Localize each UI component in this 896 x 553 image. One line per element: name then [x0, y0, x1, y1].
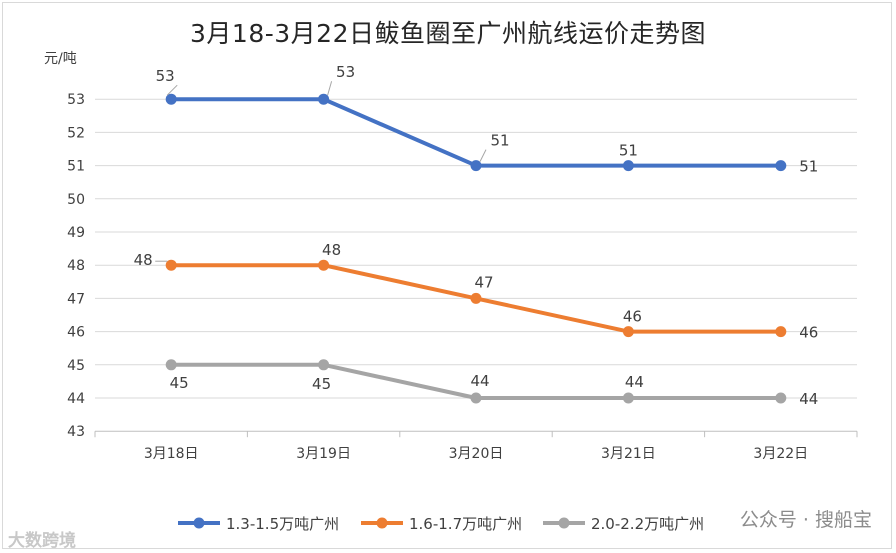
y-tick-label: 53 — [67, 92, 85, 108]
x-tick-label: 3月20日 — [449, 446, 504, 462]
data-point — [318, 93, 330, 105]
data-label: 51 — [490, 132, 509, 150]
data-point — [165, 259, 177, 271]
y-tick-label: 50 — [67, 192, 85, 208]
data-label: 44 — [799, 390, 818, 408]
data-point — [622, 160, 634, 172]
y-tick-label: 44 — [67, 391, 85, 407]
data-label: 45 — [170, 374, 189, 392]
legend-marker — [558, 517, 570, 529]
x-tick-label: 3月18日 — [144, 446, 199, 462]
data-point — [775, 326, 787, 338]
legend-entry-label: 1.3-1.5万吨广州 — [226, 515, 339, 533]
data-point — [622, 392, 634, 404]
data-labels: 53 53 51 51 51 48 48 47 46 46 45 45 44 44 44 — [134, 63, 819, 408]
watermark-account: 公众号 · 搜船宝 — [739, 509, 872, 531]
x-tick-label: 3月22日 — [753, 446, 808, 462]
data-label: 44 — [625, 373, 644, 391]
data-label: 46 — [799, 324, 818, 342]
y-tick-label: 46 — [67, 325, 85, 341]
axes: 43 44 45 46 47 48 49 50 51 52 53 3月18日 3月19日 3月20日 3月2… — [67, 92, 858, 462]
data-label: 51 — [799, 158, 818, 176]
legend-entry-label: 2.0-2.2万吨广州 — [591, 515, 704, 533]
data-point — [470, 392, 482, 404]
leader-line — [166, 84, 178, 96]
series-lines — [165, 93, 787, 404]
x-tick-label: 3月19日 — [296, 446, 351, 462]
data-point — [775, 160, 787, 172]
data-label: 48 — [322, 241, 341, 259]
data-point — [775, 392, 787, 404]
legend-entry-label: 1.6-1.7万吨广州 — [409, 515, 522, 533]
gridlines — [95, 98, 857, 399]
y-axis-unit-label: 元/吨 — [44, 51, 77, 67]
data-point — [318, 259, 330, 271]
data-label: 47 — [474, 273, 493, 291]
y-tick-label: 43 — [67, 424, 85, 440]
data-label: 51 — [619, 142, 638, 160]
data-label: 53 — [336, 63, 355, 81]
y-tick-label: 47 — [67, 291, 85, 307]
leader-line — [479, 149, 487, 162]
y-tick-label: 51 — [67, 159, 85, 175]
legend-marker — [376, 517, 388, 529]
data-point — [470, 292, 482, 304]
data-point — [318, 359, 330, 371]
data-label: 53 — [156, 67, 175, 85]
data-point — [470, 160, 482, 172]
y-tick-label: 48 — [67, 258, 85, 274]
y-tick-label: 45 — [67, 358, 85, 374]
chart-title: 3月18-3月22日鲅鱼圈至广州航线运价走势图 — [190, 19, 706, 48]
data-point — [165, 359, 177, 371]
y-tick-label: 52 — [67, 125, 85, 141]
data-label: 45 — [312, 375, 331, 393]
data-label: 48 — [134, 251, 153, 269]
legend: 1.3-1.5万吨广州 1.6-1.7万吨广州 2.0-2.2万吨广州 — [178, 515, 704, 533]
data-point — [622, 326, 634, 338]
watermark-logo: 大数跨境 — [8, 531, 76, 551]
y-tick-label: 49 — [67, 225, 85, 241]
data-point — [165, 93, 177, 105]
data-label: 44 — [470, 372, 489, 390]
legend-marker — [193, 517, 205, 529]
leader-line — [327, 81, 333, 96]
x-tick-label: 3月21日 — [601, 446, 656, 462]
data-label: 46 — [623, 308, 642, 326]
